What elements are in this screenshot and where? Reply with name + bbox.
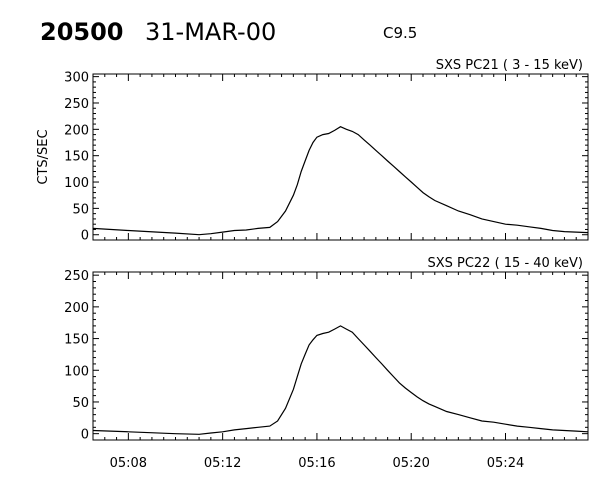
panel-2-xtick-label: 05:16 bbox=[298, 456, 335, 471]
panel-1-ytick-label: 0 bbox=[81, 229, 89, 244]
panel-1-title: SXS PC21 ( 3 - 15 keV) bbox=[436, 58, 583, 73]
panel-2-xtick-label: 05:08 bbox=[110, 456, 147, 471]
panel-2-ytick-label: 50 bbox=[72, 396, 89, 411]
panel-1-frame bbox=[92, 73, 589, 241]
panel-2-ytick-label: 150 bbox=[64, 333, 89, 348]
event-id: 20500 bbox=[40, 18, 124, 46]
panel-2-ytick-label: 250 bbox=[64, 269, 89, 284]
panel-1-ytick-label: 100 bbox=[64, 176, 89, 191]
panel-2-series-line bbox=[92, 325, 589, 435]
flare-class: C9.5 bbox=[383, 24, 418, 42]
panel-1-ytick-label: 250 bbox=[64, 97, 89, 112]
panel-1-ytick-label: 50 bbox=[72, 202, 89, 217]
panel-2-ytick-label: 0 bbox=[81, 428, 89, 443]
event-date: 31-MAR-00 bbox=[145, 18, 277, 46]
panel-2-ytick-label: 100 bbox=[64, 364, 89, 379]
panel-2-ytick-label: 200 bbox=[64, 301, 89, 316]
panel-2-xtick-label: 05:24 bbox=[487, 456, 524, 471]
panel-2-frame bbox=[92, 271, 589, 441]
panel-2-xtick-label: 05:20 bbox=[392, 456, 429, 471]
panel-2-title: SXS PC22 ( 15 - 40 keV) bbox=[427, 256, 583, 271]
panel-1-ytick-label: 200 bbox=[64, 123, 89, 138]
panel-1-ylabel: CTS/SEC bbox=[36, 129, 51, 184]
panel-1-ytick-label: 150 bbox=[64, 150, 89, 165]
panel-2-xtick-label: 05:12 bbox=[204, 456, 241, 471]
panel-1-series-line bbox=[92, 126, 589, 236]
panel-1-ytick-label: 300 bbox=[64, 71, 89, 86]
